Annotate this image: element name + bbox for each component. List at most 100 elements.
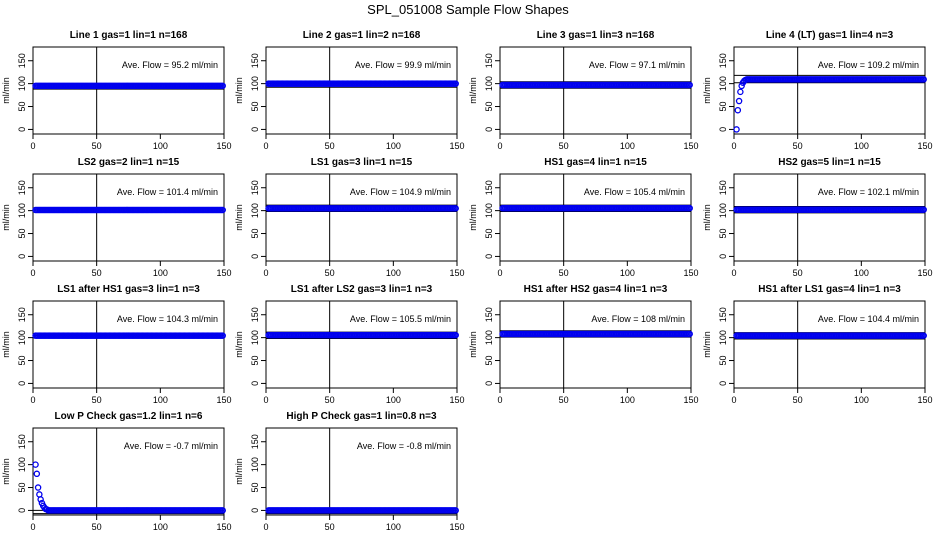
x-tick-label: 150 xyxy=(683,141,698,151)
y-tick-label: 0 xyxy=(250,508,260,513)
plot-frame xyxy=(32,173,225,262)
y-tick-label: 100 xyxy=(17,203,27,218)
panel-title: LS2 gas=2 lin=1 n=15 xyxy=(78,157,180,168)
x-tick-label: 50 xyxy=(325,395,335,405)
x-tick-label: 0 xyxy=(263,141,268,151)
y-tick-label: 150 xyxy=(17,434,27,449)
y-tick-label: 100 xyxy=(17,457,27,472)
x-tick-label: 100 xyxy=(153,522,168,532)
y-tick-label: 50 xyxy=(484,229,494,239)
x-tick-label: 150 xyxy=(449,141,464,151)
x-tick-label: 100 xyxy=(620,395,635,405)
x-tick-label: 0 xyxy=(497,395,502,405)
ave-flow-annotation: Ave. Flow = 95.2 ml/min xyxy=(122,60,218,70)
y-tick-label: 0 xyxy=(17,127,27,132)
x-tick-label: 0 xyxy=(497,268,502,278)
y-tick-label: 50 xyxy=(250,229,260,239)
y-tick-label: 50 xyxy=(250,356,260,366)
ave-flow-annotation: Ave. Flow = 104.3 ml/min xyxy=(117,314,218,324)
x-tick-label: 0 xyxy=(263,268,268,278)
plot-frame xyxy=(32,300,225,389)
x-tick-label: 50 xyxy=(325,522,335,532)
x-tick-label: 50 xyxy=(793,395,803,405)
ave-flow-annotation: Ave. Flow = 101.4 ml/min xyxy=(117,187,218,197)
x-tick-label: 0 xyxy=(731,395,736,405)
y-tick-label: 150 xyxy=(718,180,728,195)
ave-flow-annotation: Ave. Flow = 102.1 ml/min xyxy=(818,187,919,197)
y-tick-label: 50 xyxy=(718,356,728,366)
plot-frame xyxy=(265,427,458,516)
y-tick-label: 100 xyxy=(718,76,728,91)
plot-frame xyxy=(499,300,692,389)
y-tick-label: 0 xyxy=(17,254,27,259)
y-axis-label: ml/min xyxy=(702,204,712,231)
data-point xyxy=(452,331,459,339)
x-tick-label: 0 xyxy=(30,522,35,532)
x-tick-label: 0 xyxy=(263,522,268,532)
y-tick-label: 150 xyxy=(17,180,27,195)
x-tick-label: 150 xyxy=(449,522,464,532)
x-tick-label: 100 xyxy=(854,268,869,278)
y-tick-label: 100 xyxy=(250,76,260,91)
panel-2: Line 2 gas=1 lin=2 n=168 0 50 100 150 0 50 100 1… xyxy=(234,30,465,151)
x-tick-label: 100 xyxy=(386,395,401,405)
panel-5: LS2 gas=2 lin=1 n=15 0 50 100 150 0 50 100 150 ml… xyxy=(1,157,232,278)
ave-flow-annotation: Ave. Flow = -0.8 ml/min xyxy=(357,441,451,451)
x-tick-label: 150 xyxy=(216,395,231,405)
data-point xyxy=(33,470,41,478)
y-axis-label: ml/min xyxy=(468,204,478,231)
data-point xyxy=(219,82,226,90)
y-tick-label: 0 xyxy=(250,254,260,259)
ave-flow-annotation: Ave. Flow = 105.4 ml/min xyxy=(584,187,685,197)
y-tick-label: 50 xyxy=(250,102,260,112)
y-tick-label: 100 xyxy=(718,203,728,218)
panel-title: Line 1 gas=1 lin=1 n=168 xyxy=(70,30,188,41)
y-tick-label: 50 xyxy=(17,102,27,112)
y-tick-label: 150 xyxy=(484,307,494,322)
y-tick-label: 50 xyxy=(718,229,728,239)
y-axis-label: ml/min xyxy=(1,331,11,358)
panel-6: LS1 gas=3 lin=1 n=15 0 50 100 150 0 50 100 150 ml… xyxy=(234,157,465,278)
plot-frame xyxy=(32,46,225,135)
panel-title: HS2 gas=5 lin=1 n=15 xyxy=(778,157,881,168)
x-tick-label: 100 xyxy=(854,141,869,151)
panel-title: LS1 after LS2 gas=3 lin=1 n=3 xyxy=(291,284,433,295)
y-axis-label: ml/min xyxy=(702,331,712,358)
x-tick-label: 100 xyxy=(620,268,635,278)
y-tick-label: 150 xyxy=(250,53,260,68)
y-tick-label: 50 xyxy=(17,483,27,493)
panel-11: HS1 after HS2 gas=4 lin=1 n=3 0 50 100 150 0 5… xyxy=(468,284,699,405)
plot-frame xyxy=(733,300,926,389)
panel-9: LS1 after HS1 gas=3 lin=1 n=3 0 50 100 150 0 5… xyxy=(1,284,232,405)
x-tick-label: 150 xyxy=(917,395,932,405)
y-axis-label: ml/min xyxy=(468,77,478,104)
y-tick-label: 150 xyxy=(718,307,728,322)
panel-title: Line 2 gas=1 lin=2 n=168 xyxy=(303,30,421,41)
data-point xyxy=(219,507,226,514)
y-tick-label: 150 xyxy=(484,180,494,195)
y-tick-label: 50 xyxy=(17,229,27,239)
x-tick-label: 0 xyxy=(30,268,35,278)
ave-flow-annotation: Ave. Flow = 97.1 ml/min xyxy=(589,60,685,70)
y-tick-label: 0 xyxy=(250,381,260,386)
panel-title: Line 4 (LT) gas=1 lin=4 n=3 xyxy=(766,30,894,41)
panel-title: HS1 gas=4 lin=1 n=15 xyxy=(544,157,647,168)
panel-1: Line 1 gas=1 lin=1 n=168 0 50 100 150 0 50 100 1… xyxy=(1,30,232,151)
y-tick-label: 100 xyxy=(17,76,27,91)
panel-12: HS1 after LS1 gas=4 lin=1 n=3 0 50 100 150 0 5… xyxy=(702,284,933,405)
plot-frame xyxy=(265,300,458,389)
x-tick-label: 100 xyxy=(153,268,168,278)
y-tick-label: 50 xyxy=(718,102,728,112)
data-point xyxy=(219,206,226,214)
y-tick-label: 150 xyxy=(17,53,27,68)
y-tick-label: 150 xyxy=(250,434,260,449)
plot-frame xyxy=(32,427,225,516)
x-tick-label: 100 xyxy=(854,395,869,405)
y-tick-label: 150 xyxy=(17,307,27,322)
data-point xyxy=(219,332,226,339)
x-tick-label: 50 xyxy=(793,141,803,151)
y-tick-label: 100 xyxy=(250,330,260,345)
ave-flow-annotation: Ave. Flow = 105.5 ml/min xyxy=(350,314,451,324)
panel-3: Line 3 gas=1 lin=3 n=168 0 50 100 150 0 50 100 1… xyxy=(468,30,699,151)
plot-frame xyxy=(733,46,926,135)
